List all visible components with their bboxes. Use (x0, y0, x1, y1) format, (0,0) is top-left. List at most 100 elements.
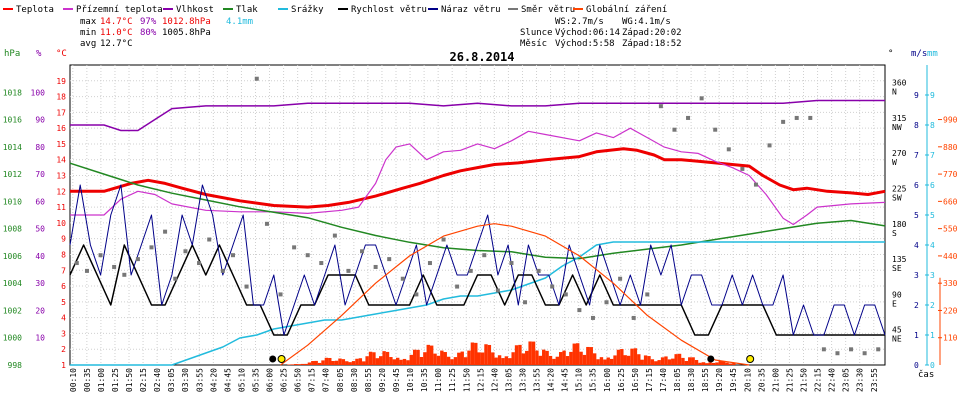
rain-tick-label: 4 (930, 241, 935, 250)
radiation-bar (664, 356, 667, 365)
radiation-bar (491, 352, 494, 365)
x-tick-label: 20:35 (757, 368, 766, 392)
pressure-tick-label: 1008 (3, 225, 22, 234)
temperature-tick-label: 15 (56, 140, 66, 149)
direction-point (374, 265, 378, 269)
temperature-tick-label: 18 (56, 93, 66, 102)
pressure-tick-label: 1002 (3, 306, 22, 315)
radiation-bar (668, 359, 671, 365)
direction-point (768, 143, 772, 147)
direction-point (75, 261, 79, 265)
direction-point (605, 300, 609, 304)
direction-point (808, 116, 812, 120)
direction-point (523, 300, 527, 304)
direction-point (482, 253, 486, 257)
radiation-bar (345, 361, 348, 365)
radiation-bar (712, 363, 715, 365)
direction-cardinal-label: SW (892, 194, 902, 203)
moonset-marker (707, 356, 714, 363)
radiation-bar (372, 352, 375, 365)
radiation-bar (321, 360, 324, 365)
x-tick-label: 13:55 (533, 368, 542, 392)
direction-point (85, 269, 89, 273)
rain-tick-label: 1 (930, 331, 935, 340)
direction-point (564, 292, 568, 296)
x-tick-label: 00:35 (83, 368, 92, 392)
radiation-bar (393, 359, 396, 365)
x-tick-label: 13:30 (518, 368, 527, 392)
radiation-bar (376, 358, 379, 365)
direction-point (231, 253, 235, 257)
wind-tick-label: 5 (914, 211, 919, 220)
radiation-bar (528, 341, 531, 365)
radiation-bar (396, 358, 399, 365)
direction-cardinal-label: N (892, 88, 897, 97)
humidity-tick-label: 10 (35, 334, 45, 343)
radiation-bar (573, 344, 576, 365)
direction-point (754, 183, 758, 187)
direction-point (265, 222, 269, 226)
legend-label: Rychlost větru (351, 5, 427, 15)
pressure-tick-label: 1018 (3, 88, 22, 97)
pressure-tick-label: 1004 (3, 279, 22, 288)
radiation-tick-label: 110 (943, 334, 958, 343)
stat-max-humidity: 97% (140, 17, 157, 27)
legend-label: Vlhkost (176, 5, 214, 15)
wind-tick-label: 8 (914, 121, 919, 130)
direction-point (163, 230, 167, 234)
direction-point (255, 77, 259, 81)
radiation-bar (620, 349, 623, 365)
direction-point (99, 253, 103, 257)
radiation-bar (715, 362, 718, 365)
stat-max-pressure: 1012.8hPa (162, 17, 211, 27)
radiation-bar (566, 356, 569, 365)
radiation-bar (549, 356, 552, 365)
temperature-tick-label: 4 (61, 314, 66, 323)
x-tick-label: 03:30 (181, 368, 190, 392)
x-tick-label: 12:40 (490, 368, 499, 392)
x-tick-label: 16:50 (631, 368, 640, 392)
radiation-tick-label: 440 (943, 252, 958, 261)
radiation-bar (617, 350, 620, 365)
direction-point (550, 285, 554, 289)
stat-moon-label: Měsíc (520, 39, 547, 49)
rain-tick-label: 9 (930, 91, 935, 100)
x-tick-label: 11:25 (448, 368, 457, 392)
stat-min-humidity: 80% (140, 28, 157, 38)
radiation-bar (607, 358, 610, 365)
radiation-bar (457, 353, 460, 365)
x-tick-label: 02:40 (153, 368, 162, 392)
direction-point (136, 257, 140, 261)
x-tick-label: 10:10 (406, 368, 415, 392)
legend-label: Směr větru (521, 5, 575, 15)
temperature-tick-label: 14 (56, 156, 66, 165)
radiation-bar (556, 357, 559, 365)
radiation-bar (420, 357, 423, 365)
x-tick-label: 14:45 (561, 368, 570, 392)
humidity-tick-label: 60 (35, 197, 45, 206)
direction-point (221, 269, 225, 273)
chart-title: 26.8.2014 (449, 50, 514, 64)
radiation-bar (634, 348, 637, 365)
stat-sun-rise: Východ:06:14 (555, 28, 620, 38)
radiation-bar (481, 353, 484, 365)
radiation-bar (576, 343, 579, 365)
legend-label: Přízemní teplota (76, 5, 163, 15)
radiation-bar (603, 359, 606, 365)
radiation-bar (359, 358, 362, 365)
direction-point (686, 116, 690, 120)
direction-point (781, 120, 785, 124)
direction-point (876, 347, 880, 351)
radiation-bar (532, 342, 535, 365)
temperature-tick-label: 19 (56, 77, 66, 86)
direction-tick-label: 135 (892, 255, 907, 264)
temperature-tick-label: 9 (61, 235, 66, 244)
x-tick-label: 01:25 (111, 368, 120, 392)
radiation-bar (552, 359, 555, 365)
radiation-bar (624, 355, 627, 365)
pressure-tick-label: 1000 (3, 334, 22, 343)
stat-moon-set: Západ:18:52 (622, 39, 682, 49)
x-tick-label: 06:50 (294, 368, 303, 392)
x-tick-label: 08:30 (350, 368, 359, 392)
radiation-bar (657, 360, 660, 365)
